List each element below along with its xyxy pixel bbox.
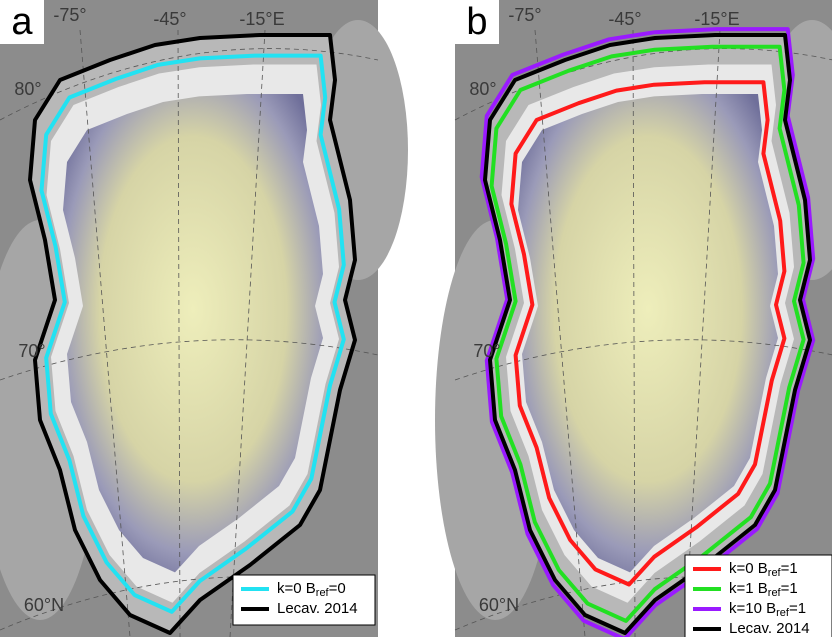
map-panel: -75° -45° -15°E80°70°60°Nak=0 Bref=0Lecav.… [0,0,408,638]
graticule-label: 60°N [479,595,519,615]
legend-tail: =1 [789,600,806,617]
graticule-label: 70° [473,341,500,361]
graticule-label: 70° [18,341,45,361]
legend-label: k=10 Bref=1 [729,600,806,619]
legend-tail: =1 [781,560,798,577]
legend-text: Lecav. 2014 [277,600,358,617]
legend-tail: =1 [781,580,798,597]
legend-label: k=0 Bref=1 [729,560,798,579]
meridian [79,29,131,638]
graticule-label: -15°E [694,9,739,29]
legend-subscript: ref [768,567,782,579]
legend-subscript: ref [768,587,782,599]
meridian [632,29,636,638]
graticule-label: -45° [153,9,186,29]
graticule-label: -75° [53,5,86,25]
outline [39,53,346,614]
ice-sheet [63,94,323,573]
outline [479,27,816,642]
parallel [0,339,379,381]
graticule-label: -15°E [239,9,284,29]
outline [489,44,806,623]
meridian [177,29,181,638]
graticule-label: -75° [508,5,541,25]
meridian [534,29,586,638]
legend-label: k=1 Bref=1 [729,580,798,599]
legend-subscript: ref [776,607,790,619]
legend-label: Lecav. 2014 [277,600,358,617]
map-panel: -75° -45° -15°E80°70°60°Nbk=0 Bref=1k=1 Br… [435,0,832,642]
legend-text: k=1 B [729,580,768,597]
legend-label: k=0 Bref=0 [277,580,346,599]
legend-box [232,574,376,626]
meridian [684,29,721,638]
legend-tail: =0 [329,580,346,597]
legend-text: k=10 B [729,600,776,617]
outline [509,80,787,587]
parallel [454,339,832,381]
panel-label-box [455,0,499,44]
graticule-label: 80° [469,79,496,99]
legend-text: k=0 B [729,560,768,577]
outline [483,33,812,635]
graticule-label: 80° [14,79,41,99]
graticule-label: -45° [608,9,641,29]
legend-subscript: ref [316,587,330,599]
panel-label-box [0,0,44,44]
panel-label: a [11,1,33,43]
legend-text: Lecav. 2014 [729,620,810,637]
legend-label: Lecav. 2014 [729,620,810,637]
legend-text: k=0 B [277,580,316,597]
meridian [229,29,266,638]
panel-label: b [466,1,487,43]
outline [28,33,357,635]
graticule-label: 60°N [24,595,64,615]
ice-sheet [518,94,778,573]
